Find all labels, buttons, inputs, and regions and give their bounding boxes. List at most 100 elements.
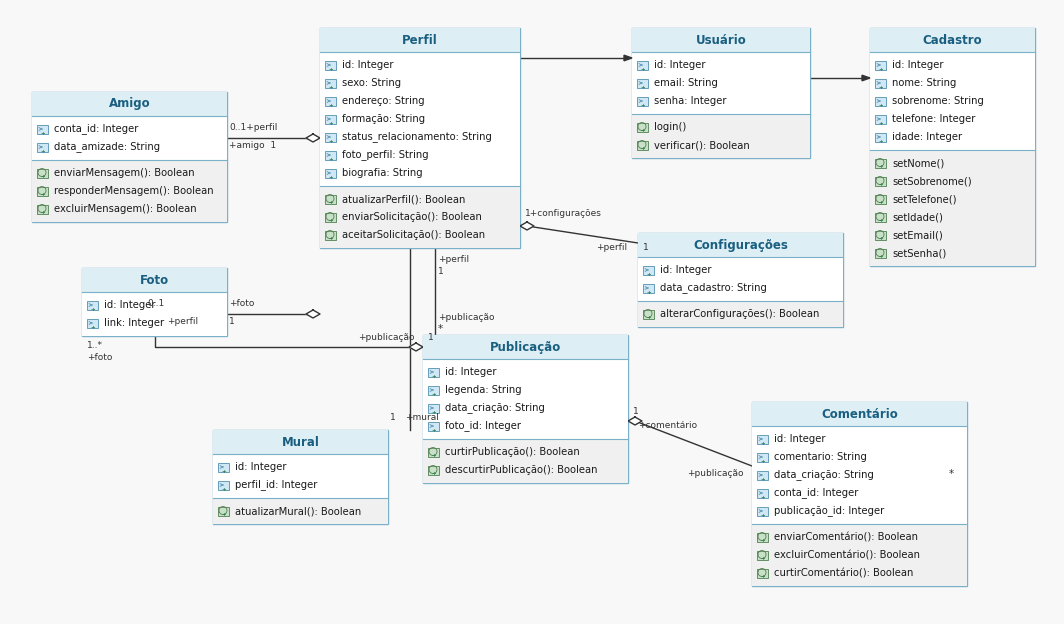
- Text: +: +: [329, 103, 333, 108]
- Text: setTelefone(): setTelefone(): [892, 194, 957, 204]
- Text: +: +: [40, 174, 46, 179]
- Polygon shape: [862, 76, 870, 80]
- FancyBboxPatch shape: [757, 507, 767, 515]
- Text: +perfil: +perfil: [167, 318, 198, 326]
- FancyBboxPatch shape: [325, 79, 335, 87]
- Text: +: +: [879, 254, 883, 259]
- Text: +: +: [221, 487, 227, 492]
- FancyBboxPatch shape: [636, 122, 648, 132]
- Text: +: +: [761, 556, 765, 561]
- FancyBboxPatch shape: [752, 402, 967, 586]
- FancyBboxPatch shape: [638, 233, 843, 327]
- Text: +comentário: +comentário: [638, 421, 697, 429]
- FancyBboxPatch shape: [757, 489, 767, 497]
- Text: setSobrenome(): setSobrenome(): [892, 176, 971, 186]
- Text: excluirMensagem(): Boolean: excluirMensagem(): Boolean: [54, 204, 197, 214]
- Text: curtirPublicação(): Boolean: curtirPublicação(): Boolean: [445, 447, 580, 457]
- FancyBboxPatch shape: [870, 52, 1035, 150]
- FancyBboxPatch shape: [325, 97, 335, 105]
- Text: +publicação: +publicação: [438, 313, 495, 321]
- Text: +: +: [641, 85, 645, 90]
- FancyBboxPatch shape: [423, 335, 628, 483]
- Text: +publicação: +publicação: [687, 469, 744, 479]
- FancyBboxPatch shape: [86, 301, 98, 310]
- Text: comentario: String: comentario: String: [774, 452, 867, 462]
- FancyBboxPatch shape: [428, 404, 438, 412]
- Text: +: +: [761, 538, 765, 543]
- FancyBboxPatch shape: [82, 292, 227, 336]
- Text: +: +: [879, 103, 883, 108]
- Polygon shape: [306, 310, 320, 318]
- Text: +: +: [90, 325, 96, 330]
- Text: +: +: [432, 428, 436, 433]
- Circle shape: [431, 467, 435, 472]
- Text: endereço: String: endereço: String: [342, 96, 425, 106]
- Text: setEmail(): setEmail(): [892, 230, 943, 240]
- FancyBboxPatch shape: [217, 507, 229, 515]
- FancyBboxPatch shape: [325, 230, 335, 240]
- Text: +: +: [432, 410, 436, 415]
- Circle shape: [40, 170, 44, 175]
- FancyBboxPatch shape: [875, 248, 885, 258]
- Polygon shape: [628, 417, 642, 425]
- Text: 1: 1: [633, 406, 638, 416]
- Text: +: +: [761, 459, 765, 464]
- FancyBboxPatch shape: [36, 187, 48, 195]
- FancyBboxPatch shape: [757, 568, 767, 577]
- Text: Amigo: Amigo: [109, 97, 150, 110]
- Text: atualizarPerfil(): Boolean: atualizarPerfil(): Boolean: [342, 194, 465, 204]
- FancyBboxPatch shape: [320, 28, 520, 52]
- FancyBboxPatch shape: [636, 97, 648, 105]
- Text: alterarConfigurações(): Boolean: alterarConfigurações(): Boolean: [660, 309, 819, 319]
- Text: sexo: String: sexo: String: [342, 78, 401, 88]
- FancyBboxPatch shape: [632, 52, 810, 114]
- FancyBboxPatch shape: [870, 28, 1035, 266]
- Text: +amigo  1: +amigo 1: [229, 142, 277, 150]
- FancyBboxPatch shape: [643, 265, 653, 275]
- Text: data_criação: String: data_criação: String: [445, 402, 545, 414]
- FancyBboxPatch shape: [217, 462, 229, 472]
- FancyBboxPatch shape: [636, 61, 648, 69]
- FancyBboxPatch shape: [36, 168, 48, 177]
- Text: formação: String: formação: String: [342, 114, 426, 124]
- Text: biografia: String: biografia: String: [342, 168, 422, 178]
- FancyBboxPatch shape: [217, 480, 229, 489]
- FancyBboxPatch shape: [320, 28, 520, 248]
- FancyBboxPatch shape: [643, 310, 653, 318]
- Text: +: +: [329, 121, 333, 126]
- Text: +: +: [879, 85, 883, 90]
- Text: id: Integer: id: Integer: [774, 434, 826, 444]
- Text: 1: 1: [438, 268, 444, 276]
- Circle shape: [221, 509, 225, 512]
- FancyBboxPatch shape: [36, 142, 48, 152]
- Text: +: +: [647, 290, 651, 295]
- FancyBboxPatch shape: [752, 524, 967, 586]
- Circle shape: [328, 233, 332, 236]
- Text: email: String: email: String: [654, 78, 718, 88]
- FancyBboxPatch shape: [875, 158, 885, 167]
- Text: 1: 1: [643, 243, 649, 251]
- Text: nome: String: nome: String: [892, 78, 957, 88]
- FancyBboxPatch shape: [638, 257, 843, 301]
- FancyBboxPatch shape: [875, 114, 885, 124]
- Text: +: +: [761, 441, 765, 446]
- FancyBboxPatch shape: [875, 79, 885, 87]
- Text: +perfil: +perfil: [438, 255, 469, 265]
- Text: id: Integer: id: Integer: [342, 60, 394, 70]
- Text: +: +: [432, 392, 436, 397]
- FancyBboxPatch shape: [757, 550, 767, 560]
- Polygon shape: [306, 134, 320, 142]
- Text: Perfil: Perfil: [402, 34, 438, 47]
- FancyBboxPatch shape: [632, 28, 810, 52]
- Text: id: Integer: id: Integer: [660, 265, 712, 275]
- Text: data_amizade: String: data_amizade: String: [54, 142, 160, 152]
- Text: setNome(): setNome(): [892, 158, 944, 168]
- Text: +: +: [40, 192, 46, 197]
- Text: +: +: [647, 315, 651, 320]
- Text: +: +: [761, 574, 765, 579]
- Text: *: *: [438, 324, 443, 334]
- Text: +: +: [329, 236, 333, 241]
- FancyBboxPatch shape: [428, 421, 438, 431]
- FancyBboxPatch shape: [36, 125, 48, 134]
- Text: +: +: [221, 469, 227, 474]
